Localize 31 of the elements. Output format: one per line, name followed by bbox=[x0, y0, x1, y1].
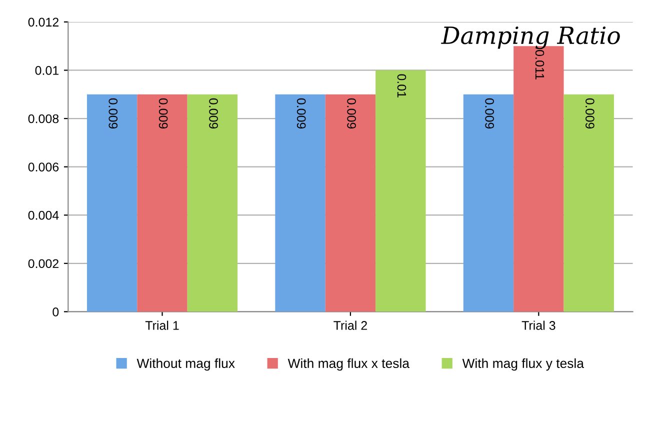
y-tick-label: 0.004 bbox=[28, 210, 59, 220]
x-tick-label: Trial 3 bbox=[522, 320, 556, 330]
data-label: 0.009 bbox=[209, 98, 218, 129]
data-label: 0.009 bbox=[158, 98, 168, 129]
legend-label: With mag flux x tesla bbox=[288, 358, 410, 371]
data-label: 0.009 bbox=[347, 98, 356, 129]
data-label: 0.009 bbox=[586, 98, 594, 129]
bar bbox=[187, 94, 238, 312]
y-tick-label: 0 bbox=[52, 307, 59, 316]
y-tick-label: 0.012 bbox=[28, 18, 58, 27]
y-tick-label: 0.01 bbox=[35, 66, 59, 75]
chart-title: Damping Ratio bbox=[441, 26, 620, 50]
x-tick-label: Trial 2 bbox=[334, 320, 367, 330]
data-label: 0.011 bbox=[535, 50, 544, 80]
legend-label: Without mag flux bbox=[136, 358, 235, 371]
legend-label: With mag flux y tesla bbox=[462, 358, 584, 371]
data-label: 0.009 bbox=[296, 98, 306, 129]
x-tick-label: Trial 1 bbox=[145, 320, 179, 330]
bar bbox=[86, 94, 138, 312]
bar bbox=[275, 94, 326, 312]
bar bbox=[564, 94, 614, 312]
data-label: 0.009 bbox=[485, 98, 494, 129]
y-tick-label: 0.006 bbox=[28, 162, 59, 172]
bar bbox=[137, 94, 188, 312]
bar bbox=[376, 70, 426, 312]
y-tick-label: 0.008 bbox=[28, 114, 59, 124]
bar bbox=[463, 94, 514, 312]
data-label: 0.01 bbox=[397, 74, 406, 98]
bar bbox=[325, 94, 376, 312]
y-tick-label: 0.002 bbox=[28, 259, 58, 268]
data-label: 0.009 bbox=[108, 98, 118, 129]
